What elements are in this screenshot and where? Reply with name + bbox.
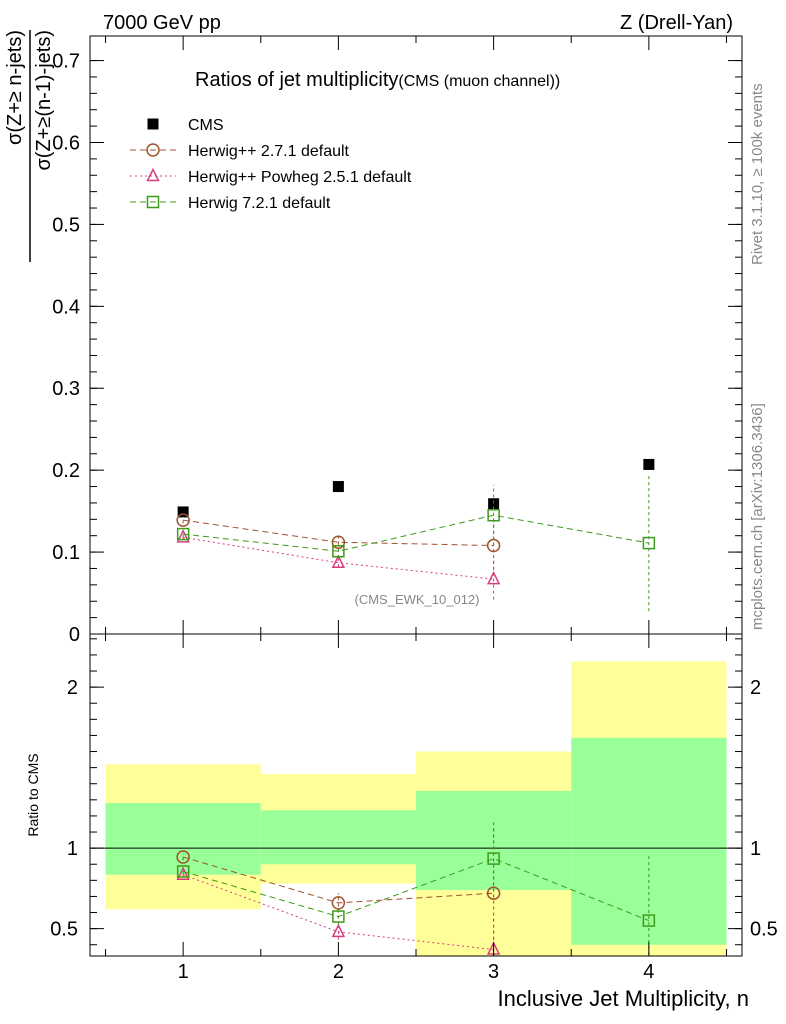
ratio-bands [105,661,727,956]
main-title-subtitle: (CMS (muon channel)) [398,73,560,90]
xtick-label: 4 [643,961,654,983]
mcplots-label: mcplots.cern.ch [arXiv:1306.3436] [749,403,766,630]
main-point [331,554,346,568]
rivet-label: Rivet 3.1.10, ≥ 100k events [749,83,766,265]
ratio-point [331,896,346,910]
main-ytick-label: 0.4 [52,296,80,318]
main-point [331,535,346,550]
main-ylabel-denominator: σ(Z+≥(n-1)-jets) [33,30,55,171]
ratio-point [176,865,190,878]
analysis-watermark: (CMS_EWK_10_012) [355,592,480,607]
main-title-text: Ratios of jet multiplicity [195,69,398,91]
ratio-point [176,850,190,864]
main-point [332,545,345,558]
ratio-ytick-label: 0.5 [50,919,78,941]
xtick-label: 2 [333,961,344,983]
xlabel: Inclusive Jet Multiplicity, n [498,986,749,1011]
main-line-2 [183,519,494,547]
main-line-3 [183,536,494,580]
main-point [487,508,500,522]
ratio-point [487,852,500,865]
legend-label-4: Herwig 7.2.1 default [188,195,331,212]
main-line-4 [183,514,649,552]
ratio-point [642,914,656,927]
main-point [642,536,656,550]
main-ytick-label: 0.3 [52,378,80,400]
legend-label-1: CMS [188,117,224,134]
ratio-ytick-label-right: 1 [750,838,761,860]
header-process: Z (Drell-Yan) [620,12,733,34]
xtick-label: 1 [178,961,189,983]
legend-label-2: Herwig++ 2.7.1 default [188,143,350,160]
ratio-ylabel: Ratio to CMS [25,753,41,836]
main-ytick-label: 0.2 [52,460,80,482]
main-panel: 0 0.1 0.2 0.3 0.4 0.5 0.6 0.7 [52,35,743,646]
main-point [332,481,344,493]
legend-marker-1 [147,118,159,130]
xtick-label: 3 [488,961,499,983]
main-ytick-label: 0 [69,624,80,646]
ratio-point [331,923,346,938]
main-ytick-label: 0.5 [52,214,80,236]
main-point [486,570,501,585]
legend-marker-4 [146,195,160,209]
main-title: Ratios of jet multiplicity(CMS (muon cha… [195,69,560,91]
ratio-point [176,866,190,880]
ratio-band-inner-1 [105,803,261,875]
main-ytick-label: 0.7 [52,51,80,73]
ratio-band-inner-4 [571,737,727,945]
ratio-ytick-label: 2 [67,677,78,699]
ratio-series [176,819,656,956]
ratio-band-inner-2 [260,810,416,865]
main-point [643,458,655,470]
legend-label-3: Herwig++ Powheg 2.5.1 default [188,169,412,186]
legend: CMS Herwig++ 2.7.1 default Herwig++ Powheg… [130,117,412,212]
main-ylabel-numerator: σ(Z+≥ n-jets) [4,30,26,145]
legend-marker-2 [146,143,160,157]
ratio-ytick-label-right: 0.5 [750,919,778,941]
main-point [176,529,190,543]
ratio-ytick-label: 1 [67,838,78,860]
main-ytick-label: 0.6 [52,132,80,154]
header-energy: 7000 GeV pp [103,12,221,34]
legend-marker-3 [146,167,160,182]
ratio-line-1 [183,856,494,904]
ratio-line-3 [183,858,650,922]
ratio-panel: 0.5 0.5 1 1 2 2 1 2 3 4 [50,633,778,983]
ratio-ytick-label-right: 2 [750,677,761,699]
main-point [177,506,189,518]
main-ytick-label: 0.1 [52,542,80,564]
ratio-point [486,886,501,900]
main-point [488,498,500,510]
main-point [176,527,190,541]
main-point [176,513,190,527]
main-series [176,458,656,612]
ratio-point [332,910,345,923]
